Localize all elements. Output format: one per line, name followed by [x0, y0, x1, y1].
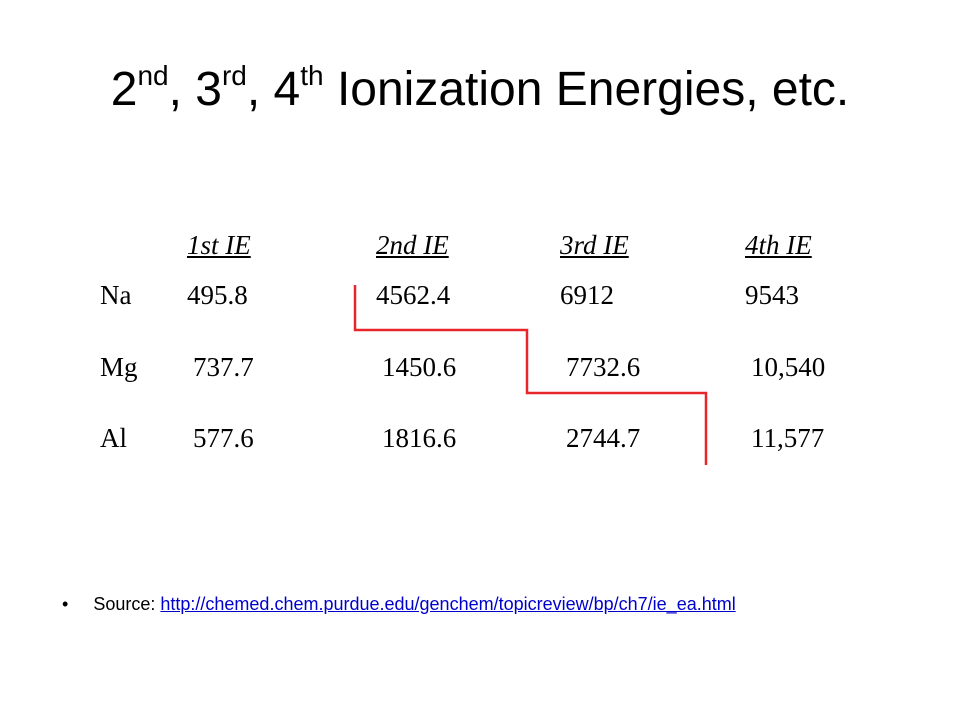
table-cell: 577.6 [193, 423, 254, 453]
table-cell: 9543 [745, 280, 799, 310]
source-label: Source: [93, 594, 156, 614]
table-cell: 11,577 [751, 423, 825, 453]
title-text: 2 [110, 63, 138, 116]
title-text: , 3 [168, 63, 222, 116]
row-label: Na [100, 280, 132, 310]
title-sup: th [300, 60, 324, 91]
table-cell: 1450.6 [382, 352, 457, 382]
column-header: 3rd IE [560, 230, 629, 260]
table-cell: 495.8 [187, 280, 248, 310]
table-cell: 4562.4 [376, 280, 451, 310]
table-cell: 737.7 [193, 352, 254, 382]
column-header: 4th IE [745, 230, 812, 260]
table-cell: 7732.6 [566, 352, 641, 382]
row-label: Al [100, 423, 127, 453]
column-header: 1st IE [187, 230, 251, 260]
table-cell: 2744.7 [566, 423, 641, 453]
table-cell: 1816.6 [382, 423, 457, 453]
table-cell: 10,540 [751, 352, 826, 382]
title-sup: rd [221, 60, 247, 91]
title-text: , 4 [246, 63, 301, 116]
table-cell: 6912 [560, 280, 614, 310]
source-item: • Source: http://chemed.chem.purdue.edu/… [62, 594, 736, 614]
staircase-line [353, 285, 708, 465]
title-sup: nd [137, 60, 169, 91]
row-label: Mg [100, 352, 138, 382]
source-link[interactable]: http://chemed.chem.purdue.edu/genchem/to… [160, 594, 736, 614]
title-text: Ionization Energies, etc. [323, 63, 850, 116]
column-header: 2nd IE [376, 230, 449, 260]
slide-title: 2nd, 3rd, 4th Ionization Energies, etc. [0, 62, 960, 117]
